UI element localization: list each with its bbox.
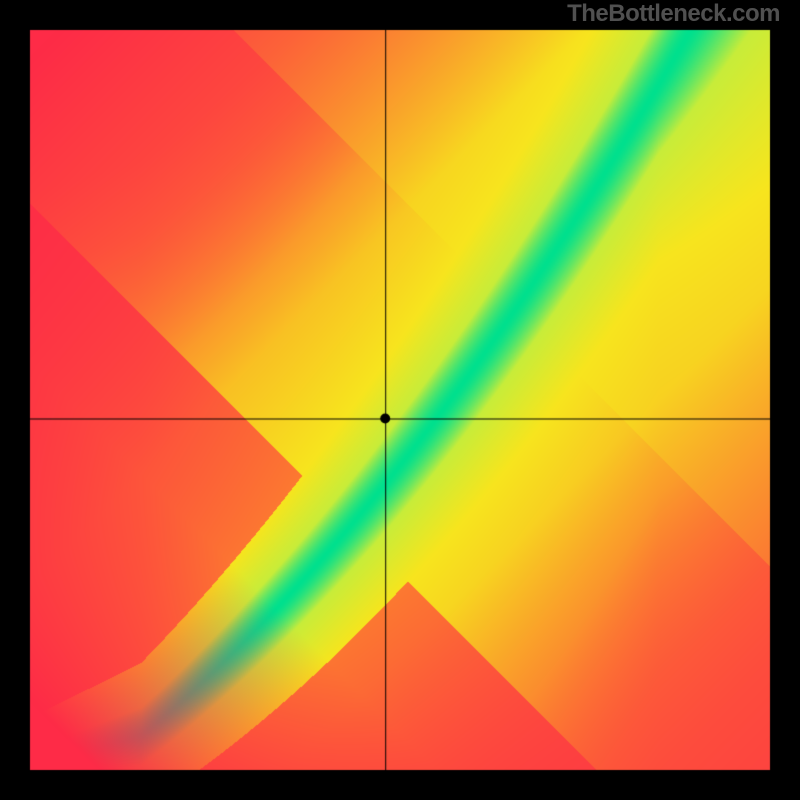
watermark-text: TheBottleneck.com bbox=[567, 0, 780, 28]
bottleneck-heatmap-canvas bbox=[0, 0, 800, 800]
